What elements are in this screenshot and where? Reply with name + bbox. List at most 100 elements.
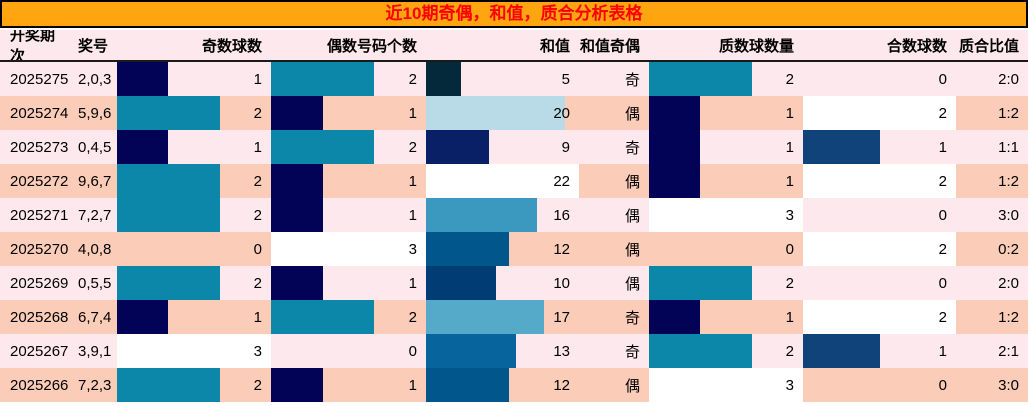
- sum-cell: 5: [426, 62, 579, 96]
- prime-count-cell: 1: [649, 300, 803, 334]
- sum-parity-cell: 奇: [624, 139, 640, 157]
- sum-parity-cell: 偶: [624, 173, 640, 191]
- table-row: 2025275 2,0,3 1 2 5 奇 2 0 2:0: [0, 62, 1028, 96]
- composite-count-bar: [803, 96, 956, 130]
- prime-count-bar: [649, 130, 701, 164]
- even-count-cell: 2: [271, 130, 426, 164]
- prime-count-cell: 0: [785, 240, 794, 258]
- period-cell: 2025275: [10, 70, 69, 88]
- even-count-cell: 1: [271, 164, 426, 198]
- even-count-cell: 1: [271, 198, 426, 232]
- header-ratio: 质合比值: [958, 37, 1019, 55]
- sum-bar: [426, 164, 579, 198]
- sum-bar: [426, 62, 461, 96]
- period-cell: 2025272: [10, 172, 69, 190]
- sum-parity-cell: 偶: [624, 377, 640, 395]
- prime-count-cell: 2: [649, 334, 803, 368]
- composite-count-bar: [803, 300, 956, 334]
- composite-count-cell: 0: [938, 70, 947, 88]
- prime-count-cell: 1: [649, 130, 803, 164]
- numbers-cell: 7,2,3: [78, 376, 112, 394]
- header-sum-parity: 和值奇偶: [579, 37, 640, 55]
- numbers-cell: 0,4,5: [78, 138, 112, 156]
- odd-count-cell: 2: [117, 266, 271, 300]
- period-cell: 2025268: [10, 308, 69, 326]
- numbers-cell: 9,6,7: [78, 172, 112, 190]
- composite-count-cell: 2: [803, 300, 956, 334]
- prime-count-bar: [649, 266, 752, 300]
- header-prime-count: 质数球数量: [718, 37, 794, 55]
- prime-count-cell: 1: [649, 96, 803, 130]
- odd-count-bar: [117, 334, 271, 368]
- even-count-cell: 0: [408, 342, 417, 360]
- sum-bar: [426, 96, 566, 130]
- period-cell: 2025270: [10, 240, 69, 258]
- odd-count-bar: [117, 368, 220, 402]
- numbers-cell: 2,0,3: [78, 70, 112, 88]
- table-row: 2025269 0,5,5 2 1 10 偶 2 0 2:0: [0, 266, 1028, 300]
- prime-count-bar: [649, 96, 701, 130]
- ratio-cell: 3:0: [998, 376, 1019, 394]
- ratio-cell: 1:2: [998, 308, 1019, 326]
- composite-count-bar: [803, 334, 880, 368]
- page-title: 近10期奇偶，和值，质合分析表格: [0, 0, 1028, 28]
- sum-cell: 17: [426, 300, 579, 334]
- ratio-cell: 1:2: [998, 172, 1019, 190]
- even-count-bar: [271, 368, 323, 402]
- table-row: 2025273 0,4,5 1 2 9 奇 1 1 1:1: [0, 130, 1028, 164]
- sum-cell: 12: [426, 232, 579, 266]
- period-cell: 2025266: [10, 376, 69, 394]
- table-row: 2025272 9,6,7 2 1 22 偶 1 2 1:2: [0, 164, 1028, 198]
- sum-bar: [426, 300, 545, 334]
- composite-count-cell: 1: [803, 130, 956, 164]
- composite-count-bar: [803, 232, 956, 266]
- sum-parity-cell: 偶: [624, 275, 640, 293]
- sum-cell: 22: [426, 164, 579, 198]
- prime-count-cell: 3: [649, 368, 803, 402]
- sum-parity-cell: 奇: [624, 71, 640, 89]
- composite-count-cell: 0: [938, 376, 947, 394]
- sum-parity-cell: 奇: [624, 309, 640, 327]
- odd-count-bar: [117, 62, 169, 96]
- header-even-count: 偶数号码个数: [326, 37, 417, 55]
- header-composite-count: 合数球数: [886, 37, 947, 55]
- numbers-cell: 3,9,1: [78, 342, 112, 360]
- sum-bar: [426, 368, 510, 402]
- odd-count-bar: [117, 96, 220, 130]
- composite-count-cell: 2: [803, 164, 956, 198]
- composite-count-cell: 2: [803, 96, 956, 130]
- period-cell: 2025274: [10, 104, 69, 122]
- numbers-cell: 7,2,7: [78, 206, 112, 224]
- even-count-cell: 1: [271, 266, 426, 300]
- sum-cell: 12: [426, 368, 579, 402]
- table-row: 2025267 3,9,1 3 0 13 奇 2 1 2:1: [0, 334, 1028, 368]
- prime-count-bar: [649, 164, 701, 198]
- period-cell: 2025273: [10, 138, 69, 156]
- sum-parity-cell: 偶: [624, 105, 640, 123]
- odd-count-cell: 2: [117, 96, 271, 130]
- odd-count-bar: [117, 130, 169, 164]
- sum-parity-cell: 奇: [624, 343, 640, 361]
- sum-cell: 16: [426, 198, 579, 232]
- header-sum: 和值: [539, 37, 570, 55]
- ratio-cell: 1:1: [998, 138, 1019, 156]
- even-count-bar: [271, 300, 375, 334]
- sum-cell: 13: [426, 334, 579, 368]
- table-row: 2025268 6,7,4 1 2 17 奇 1 2 1:2: [0, 300, 1028, 334]
- ratio-cell: 2:0: [998, 70, 1019, 88]
- period-cell: 2025271: [10, 206, 69, 224]
- table-body: 2025275 2,0,3 1 2 5 奇 2 0 2:0 2025274 5,…: [0, 62, 1028, 402]
- even-count-bar: [271, 198, 323, 232]
- table-row: 2025271 7,2,7 2 1 16 偶 3 0 3:0: [0, 198, 1028, 232]
- header-period: 开奖期次: [10, 30, 56, 60]
- composite-count-bar: [803, 164, 956, 198]
- prime-count-cell: 3: [649, 198, 803, 232]
- sum-cell: 9: [426, 130, 579, 164]
- ratio-cell: 0:2: [998, 240, 1019, 258]
- composite-count-cell: 0: [938, 206, 947, 224]
- sum-bar: [426, 266, 496, 300]
- composite-count-bar: [803, 130, 880, 164]
- period-cell: 2025269: [10, 274, 69, 292]
- prime-count-bar: [649, 334, 752, 368]
- prime-count-bar: [649, 368, 803, 402]
